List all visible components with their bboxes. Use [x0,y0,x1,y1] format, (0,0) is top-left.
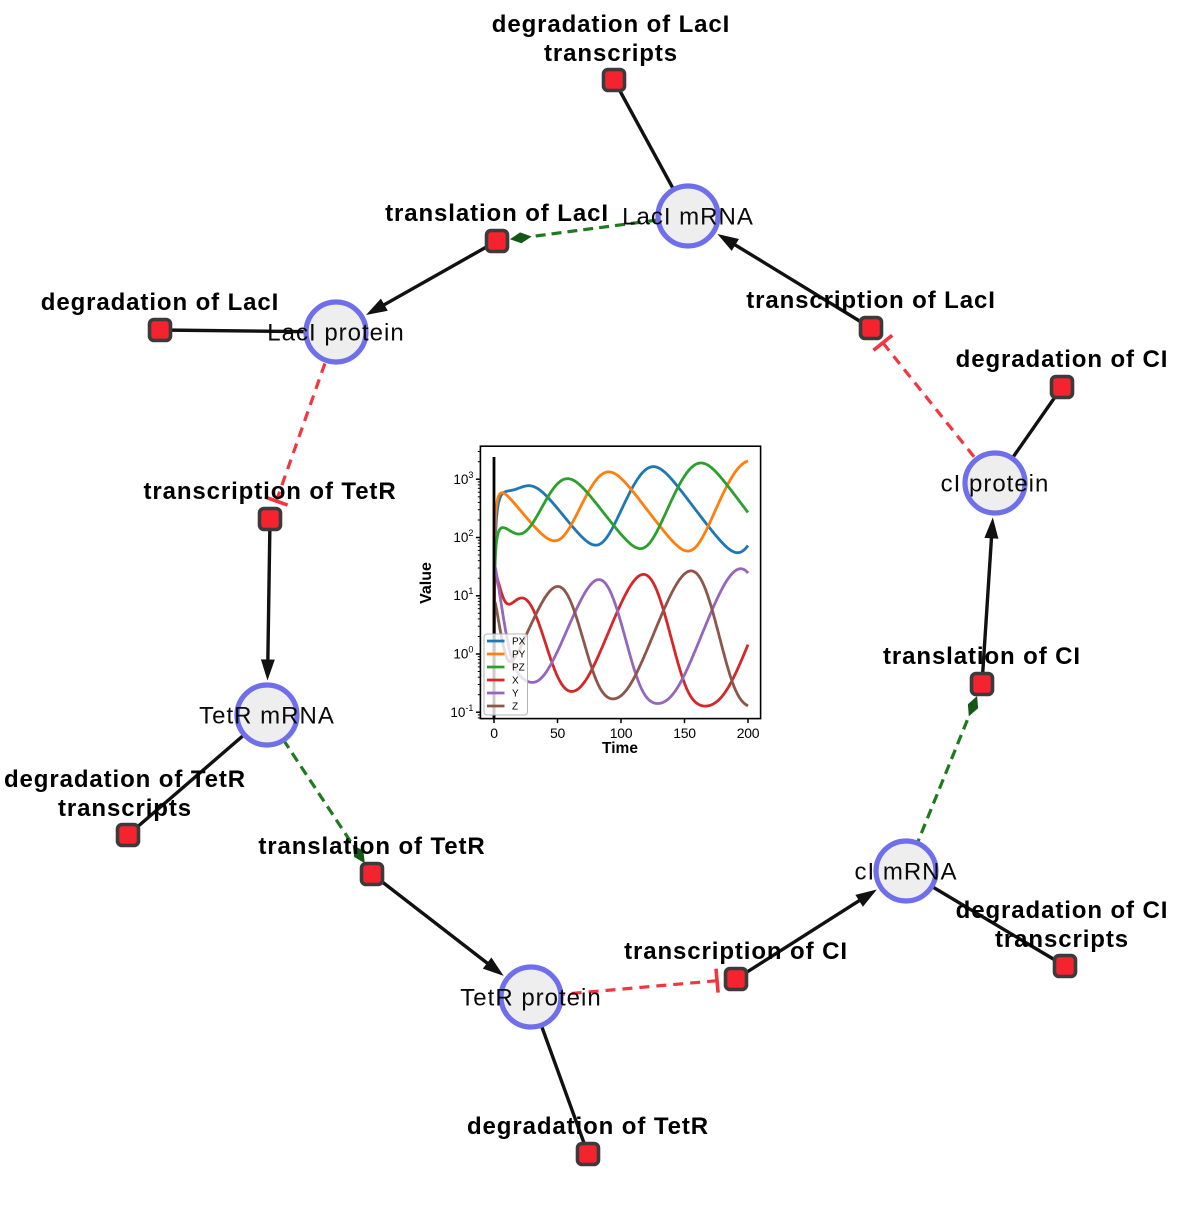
svg-text:150: 150 [673,725,696,741]
svg-text:translation of LacI: translation of LacI [385,200,609,227]
svg-text:transcription of CI: transcription of CI [624,938,848,965]
svg-text:Time: Time [602,740,638,757]
svg-text:50: 50 [550,725,565,741]
svg-text:degradation of LacI: degradation of LacI [41,289,279,316]
svg-text:100: 100 [610,725,633,741]
svg-text:degradation of CI: degradation of CI [956,346,1169,373]
svg-text:degradation of TetR: degradation of TetR [467,1113,709,1140]
svg-text:0: 0 [490,725,498,741]
svg-text:PX: PX [512,637,526,648]
svg-text:Z: Z [512,702,518,713]
svg-text:transcripts: transcripts [58,795,192,822]
svg-text:translation of TetR: translation of TetR [258,833,485,860]
svg-text:PY: PY [512,650,526,661]
svg-text:101: 101 [453,586,473,603]
svg-text:TetR protein: TetR protein [460,985,601,1012]
svg-text:degradation of TetR: degradation of TetR [4,766,246,793]
svg-text:transcription of TetR: transcription of TetR [143,478,396,505]
svg-text:PZ: PZ [512,663,525,674]
svg-text:translation of CI: translation of CI [883,643,1081,670]
svg-text:X: X [512,676,519,687]
svg-text:200: 200 [737,725,760,741]
svg-text:103: 103 [453,470,473,487]
svg-text:transcription of LacI: transcription of LacI [746,287,996,314]
svg-text:transcripts: transcripts [995,926,1129,953]
svg-text:cI protein: cI protein [941,471,1050,498]
svg-text:102: 102 [453,528,473,545]
svg-text:degradation of CI: degradation of CI [956,897,1169,924]
svg-text:degradation of LacI: degradation of LacI [492,11,730,38]
svg-text:LacI protein: LacI protein [267,320,404,347]
svg-text:transcripts: transcripts [544,40,678,67]
svg-text:TetR mRNA: TetR mRNA [199,703,335,730]
svg-text:Y: Y [512,689,519,700]
svg-text:100: 100 [453,645,473,662]
svg-text:Value: Value [418,562,435,604]
svg-text:LacI mRNA: LacI mRNA [622,204,754,231]
svg-text:cI mRNA: cI mRNA [855,859,958,886]
